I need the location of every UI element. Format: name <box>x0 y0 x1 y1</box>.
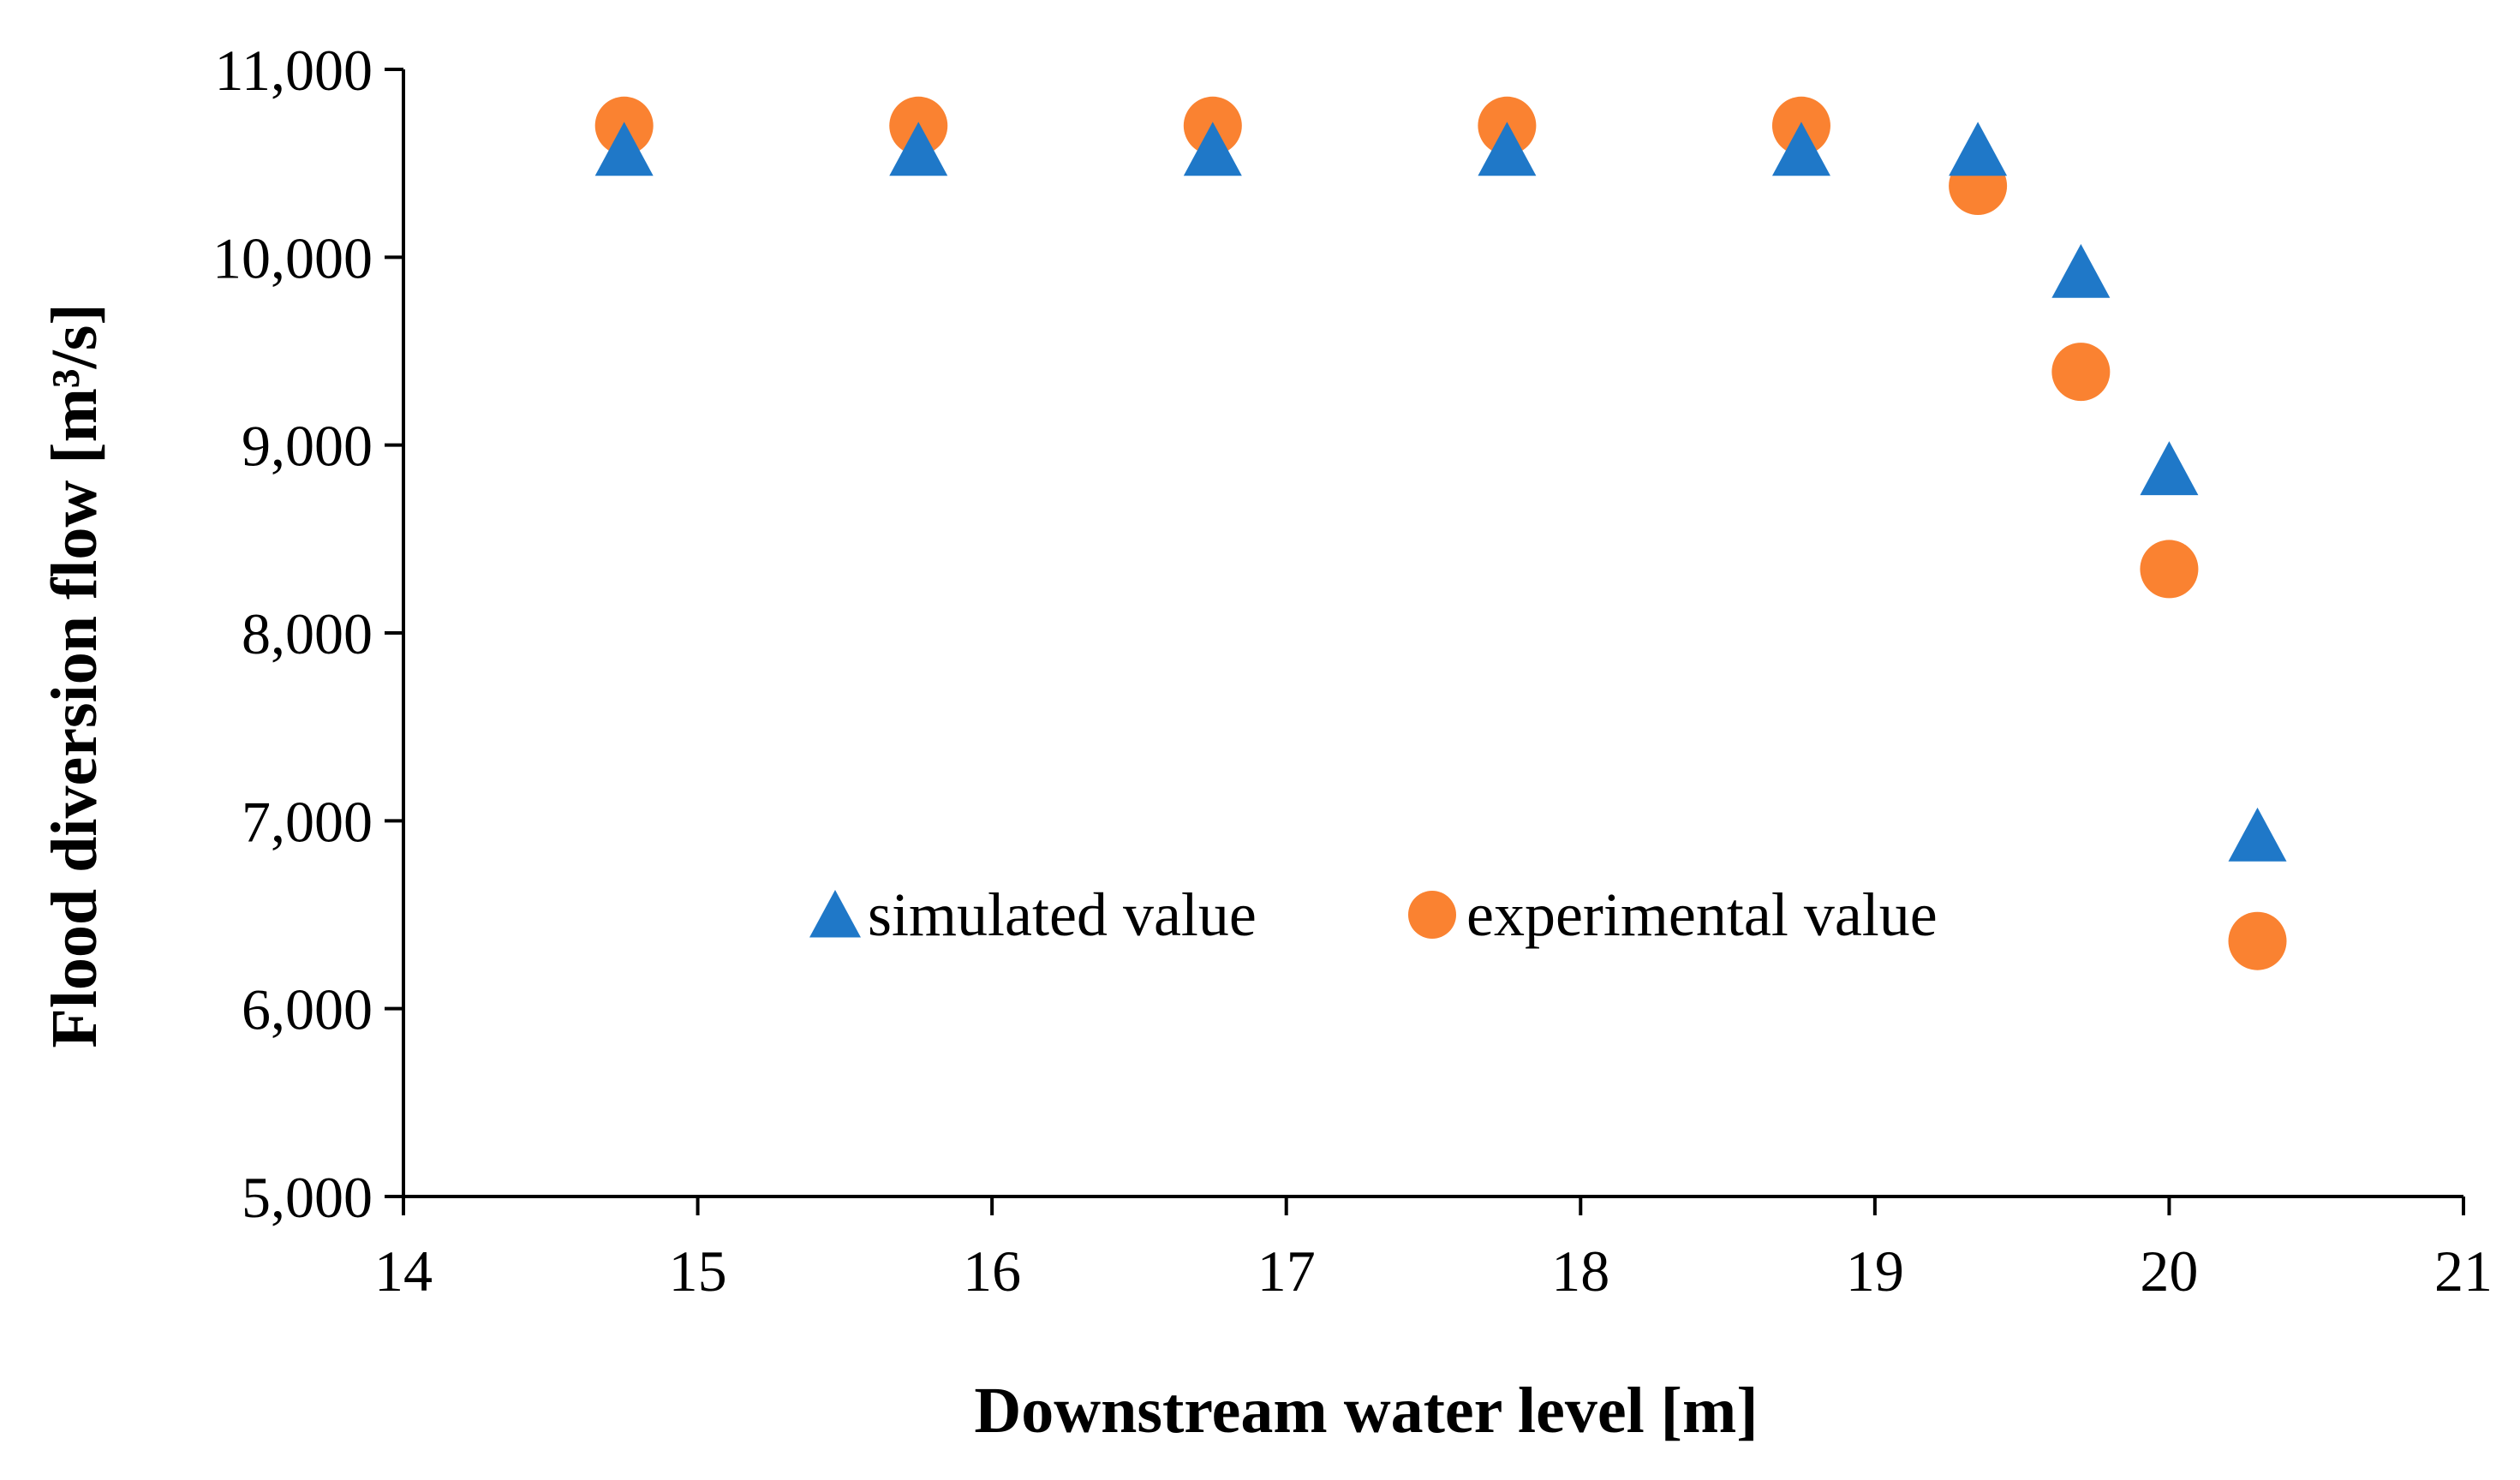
x-tick-label: 19 <box>1846 1238 1904 1304</box>
y-tick-label: 8,000 <box>242 601 373 666</box>
y-tick-label: 10,000 <box>212 225 373 290</box>
experimental-point <box>2140 540 2199 599</box>
y-tick-label: 7,000 <box>242 789 373 854</box>
x-tick-label: 15 <box>669 1238 727 1304</box>
simulated-point <box>1183 122 1242 176</box>
x-axis-title: Downstream water level [m] <box>974 1375 1758 1447</box>
simulated-point <box>2228 807 2287 862</box>
simulated-point <box>2051 243 2111 298</box>
tick-group: 5,000 6,000 7,000 8,000 9,000 10,000 11,000 14 1… <box>212 38 2493 1304</box>
simulated-point <box>1478 122 1537 176</box>
x-tick-label: 18 <box>1551 1238 1609 1304</box>
y-tick-label: 6,000 <box>242 977 373 1042</box>
y-tick-label: 9,000 <box>242 414 373 479</box>
x-tick-label: 16 <box>963 1238 1021 1304</box>
legend-label: experimental value <box>1466 880 1938 949</box>
simulated-point <box>1949 122 2008 176</box>
data-points <box>594 96 2287 970</box>
experimental-point <box>2228 911 2287 970</box>
y-tick-label: 11,000 <box>215 38 373 103</box>
x-tick-label: 14 <box>374 1238 433 1304</box>
simulated-point <box>889 122 948 176</box>
experimental-point <box>2051 343 2111 402</box>
y-tick-label: 5,000 <box>242 1165 373 1230</box>
legend-circle-icon <box>1408 891 1456 939</box>
x-tick-label: 17 <box>1257 1238 1316 1304</box>
y-axis-title: Flood diversion flow [m³/s] <box>39 303 110 1047</box>
simulated-point <box>1771 122 1830 176</box>
legend-triangle-icon <box>809 890 861 938</box>
legend-label: simulated value <box>868 880 1257 949</box>
simulated-point <box>594 122 654 176</box>
axes <box>402 69 2463 1198</box>
x-tick-label: 20 <box>2140 1238 2198 1304</box>
legend: simulated value experimental value <box>809 880 1938 949</box>
x-tick-label: 21 <box>2434 1238 2493 1304</box>
simulated-point <box>2140 441 2199 496</box>
